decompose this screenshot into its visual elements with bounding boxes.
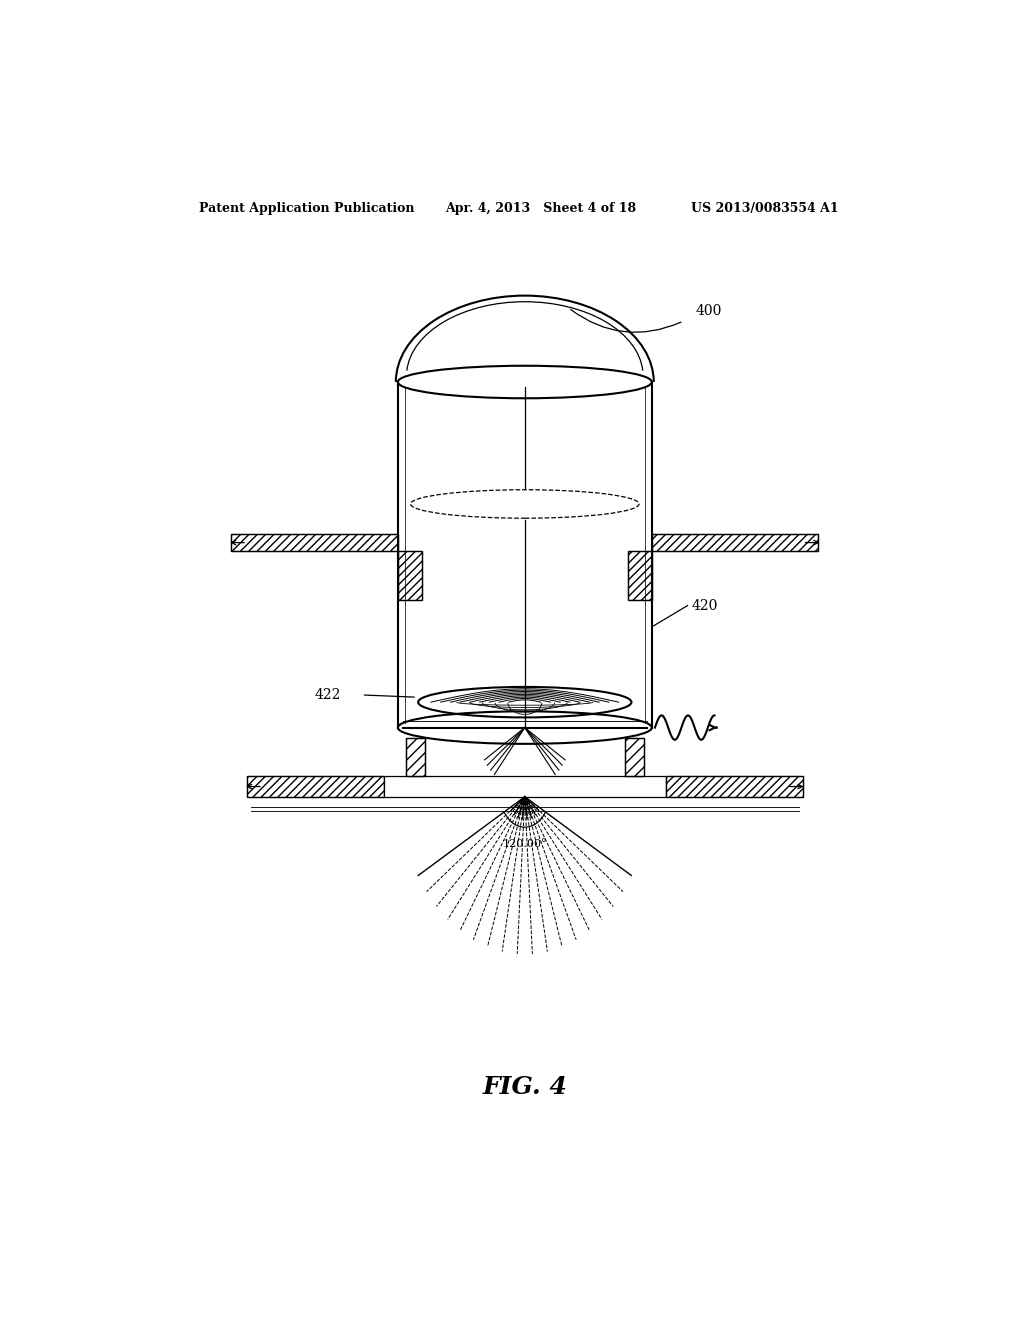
Bar xyxy=(625,738,644,776)
Bar xyxy=(247,776,384,797)
Text: 420: 420 xyxy=(691,598,718,612)
Bar xyxy=(628,552,652,601)
Bar xyxy=(652,535,818,552)
Bar xyxy=(406,738,425,776)
Bar xyxy=(231,535,398,552)
Bar xyxy=(247,776,384,797)
Bar xyxy=(406,738,425,776)
Text: Apr. 4, 2013   Sheet 4 of 18: Apr. 4, 2013 Sheet 4 of 18 xyxy=(445,202,637,215)
Bar xyxy=(397,552,422,601)
Bar xyxy=(397,552,422,601)
Bar xyxy=(666,776,803,797)
Bar xyxy=(231,535,398,552)
Bar xyxy=(625,738,644,776)
Bar xyxy=(652,535,818,552)
Text: 400: 400 xyxy=(695,304,722,318)
Bar xyxy=(666,776,803,797)
Bar xyxy=(384,776,666,797)
Text: 422: 422 xyxy=(314,688,341,702)
Bar xyxy=(628,552,652,601)
Text: Patent Application Publication: Patent Application Publication xyxy=(200,202,415,215)
Text: 120.00°: 120.00° xyxy=(503,840,547,849)
Text: US 2013/0083554 A1: US 2013/0083554 A1 xyxy=(691,202,839,215)
Text: FIG. 4: FIG. 4 xyxy=(482,1076,567,1100)
